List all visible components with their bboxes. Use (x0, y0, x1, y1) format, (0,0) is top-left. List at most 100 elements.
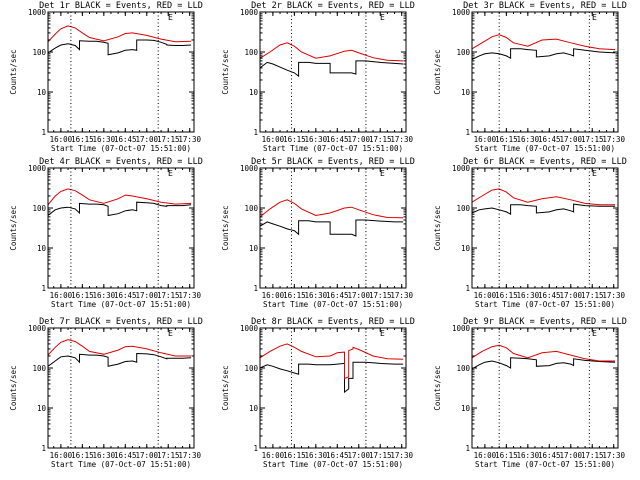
detector-panel-3: Det 3r BLACK = Events, RED = LLD E 1 10 100 1… (433, 1, 627, 153)
x-tick-label: 17:30 (390, 291, 413, 300)
x-tick-label: 16:15 (283, 135, 306, 144)
x-tick-label: 17:00 (347, 451, 370, 460)
plot-frame (471, 167, 619, 289)
y-tick-label: 10 (249, 404, 259, 413)
y-tick-label: 1 (253, 284, 258, 293)
x-tick-label: 16:00 (474, 291, 497, 300)
plot-frame (471, 327, 619, 449)
x-tick-label: 16:45 (326, 135, 349, 144)
x-tick-label: 17:00 (135, 135, 158, 144)
x-tick-label: 17:00 (559, 291, 582, 300)
y-axis-title: Counts/sec (9, 49, 18, 94)
x-axis-title: Start Time (07-Oct-07 15:51:00) (475, 300, 615, 309)
panel-title: Det 1r BLACK = Events, RED = LLD (39, 1, 203, 11)
detector-panel-4: Det 4r BLACK = Events, RED = LLD E 1 10 100 1… (9, 157, 203, 309)
y-tick-label: 100 (456, 364, 470, 373)
y-tick-label: 1 (41, 128, 46, 137)
plot-frame (47, 327, 195, 449)
x-tick-label: 17:30 (178, 291, 201, 300)
y-tick-label: 1 (41, 284, 46, 293)
plot-frame (259, 327, 407, 449)
x-tick-label: 16:00 (474, 451, 497, 460)
x-tick-label: 16:15 (495, 135, 518, 144)
y-tick-label: 100 (456, 48, 470, 57)
y-tick-label: 1 (253, 128, 258, 137)
x-axis-title: Start Time (07-Oct-07 15:51:00) (475, 144, 615, 153)
y-tick-label: 10 (249, 88, 259, 97)
corner-mark: E (592, 169, 597, 178)
detector-panel-6: Det 6r BLACK = Events, RED = LLD E 1 10 100 1… (433, 157, 627, 309)
y-tick-label: 100 (32, 364, 46, 373)
panel-title: Det 9r BLACK = Events, RED = LLD (463, 317, 627, 327)
x-tick-label: 16:45 (114, 451, 137, 460)
x-axis-title: Start Time (07-Oct-07 15:51:00) (51, 460, 191, 469)
series-line-lld (259, 199, 404, 219)
x-tick-label: 17:15 (157, 135, 180, 144)
x-axis-title: Start Time (07-Oct-07 15:51:00) (51, 300, 191, 309)
x-tick-label: 16:30 (93, 135, 116, 144)
y-tick-label: 100 (244, 204, 258, 213)
series-line-lld (471, 188, 616, 206)
corner-mark: E (592, 329, 597, 338)
y-tick-label: 10 (37, 404, 47, 413)
corner-mark: E (168, 13, 173, 22)
corner-mark: E (592, 13, 597, 22)
series-line-lld (471, 34, 616, 51)
series-line-lld (259, 42, 404, 62)
series-line-events (471, 48, 616, 60)
x-tick-label: 16:30 (93, 291, 116, 300)
x-tick-label: 16:15 (283, 451, 306, 460)
panel-title: Det 4r BLACK = Events, RED = LLD (39, 157, 203, 167)
y-tick-label: 100 (244, 48, 258, 57)
panel-title: Det 7r BLACK = Events, RED = LLD (39, 317, 203, 327)
x-tick-label: 16:30 (93, 451, 116, 460)
plot-frame (259, 11, 407, 133)
x-tick-label: 16:00 (262, 451, 285, 460)
y-axis-title: Counts/sec (9, 365, 18, 410)
y-tick-label: 1000 (28, 8, 47, 17)
x-tick-label: 17:00 (135, 291, 158, 300)
y-tick-label: 1000 (240, 8, 259, 17)
corner-mark: E (168, 329, 173, 338)
x-tick-label: 17:15 (157, 451, 180, 460)
x-tick-label: 17:30 (602, 291, 625, 300)
panel-title: Det 5r BLACK = Events, RED = LLD (251, 157, 415, 167)
detector-panel-5: Det 5r BLACK = Events, RED = LLD E 1 10 100 1… (221, 157, 415, 309)
y-tick-label: 1 (465, 284, 470, 293)
x-tick-label: 17:00 (559, 135, 582, 144)
x-tick-label: 17:15 (369, 135, 392, 144)
series-line-events (259, 60, 404, 78)
x-axis-title: Start Time (07-Oct-07 15:51:00) (263, 460, 403, 469)
y-tick-label: 1 (41, 444, 46, 453)
x-tick-label: 17:30 (602, 451, 625, 460)
series-line-events (47, 39, 192, 56)
panel-title: Det 3r BLACK = Events, RED = LLD (463, 1, 627, 11)
x-tick-label: 17:15 (581, 135, 604, 144)
x-axis-title: Start Time (07-Oct-07 15:51:00) (263, 144, 403, 153)
x-tick-label: 17:30 (178, 451, 201, 460)
detector-panel-9: Det 9r BLACK = Events, RED = LLD E 1 10 100 1… (433, 317, 627, 469)
x-tick-label: 16:45 (326, 451, 349, 460)
x-tick-label: 16:45 (114, 135, 137, 144)
x-tick-label: 16:45 (538, 135, 561, 144)
detector-panel-2: Det 2r BLACK = Events, RED = LLD E 1 10 100 1… (221, 1, 415, 153)
x-tick-label: 16:30 (517, 135, 540, 144)
y-tick-label: 1000 (452, 324, 471, 333)
panel-title: Det 2r BLACK = Events, RED = LLD (251, 1, 415, 11)
x-tick-label: 16:30 (517, 451, 540, 460)
x-tick-label: 16:15 (495, 451, 518, 460)
plot-frame (47, 167, 195, 289)
x-tick-label: 16:30 (305, 291, 328, 300)
y-tick-label: 1000 (28, 324, 47, 333)
y-tick-label: 10 (461, 88, 471, 97)
x-tick-label: 16:30 (517, 291, 540, 300)
x-tick-label: 16:45 (538, 291, 561, 300)
y-tick-label: 1 (465, 128, 470, 137)
x-tick-label: 16:15 (495, 291, 518, 300)
y-axis-title: Counts/sec (221, 365, 230, 410)
x-tick-label: 17:30 (602, 135, 625, 144)
y-tick-label: 100 (456, 204, 470, 213)
x-tick-label: 16:30 (305, 451, 328, 460)
